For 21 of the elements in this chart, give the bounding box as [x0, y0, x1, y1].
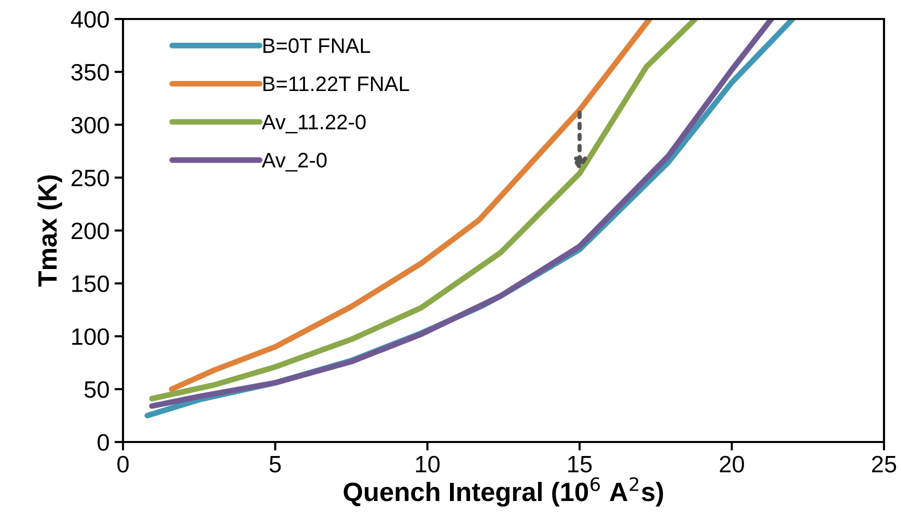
- x-tick-label: 10: [416, 456, 440, 473]
- y-tick-label: 150: [72, 275, 109, 292]
- x-tick-label: 15: [568, 456, 592, 473]
- y-tick-label: 50: [84, 381, 109, 398]
- y-axis-title: Tmax (K): [37, 175, 62, 287]
- x-tick-label: 0: [117, 456, 129, 473]
- x-tick-label: 25: [872, 456, 896, 473]
- y-tick-label: 400: [70, 11, 109, 28]
- legend-label: Av_2-0: [262, 152, 327, 172]
- x-tick-label: 20: [720, 456, 744, 473]
- y-tick-label: 350: [71, 64, 109, 81]
- legend-label: B=11.22T FNAL: [263, 76, 410, 92]
- y-tick-label: 100: [72, 328, 109, 346]
- y-tick-label: 250: [72, 170, 109, 186]
- x-axis-title: Quench Integral (10$^{6}$ A$^{2}$s): [344, 477, 664, 507]
- legend-label: B=0T FNAL: [263, 38, 370, 54]
- x-tick-label: 5: [270, 456, 281, 473]
- legend-label: Av_11.22-0: [262, 114, 366, 134]
- y-tick-label: 0: [98, 434, 109, 451]
- y-tick-label: 200: [72, 222, 109, 240]
- y-tick-label: 300: [71, 116, 109, 134]
